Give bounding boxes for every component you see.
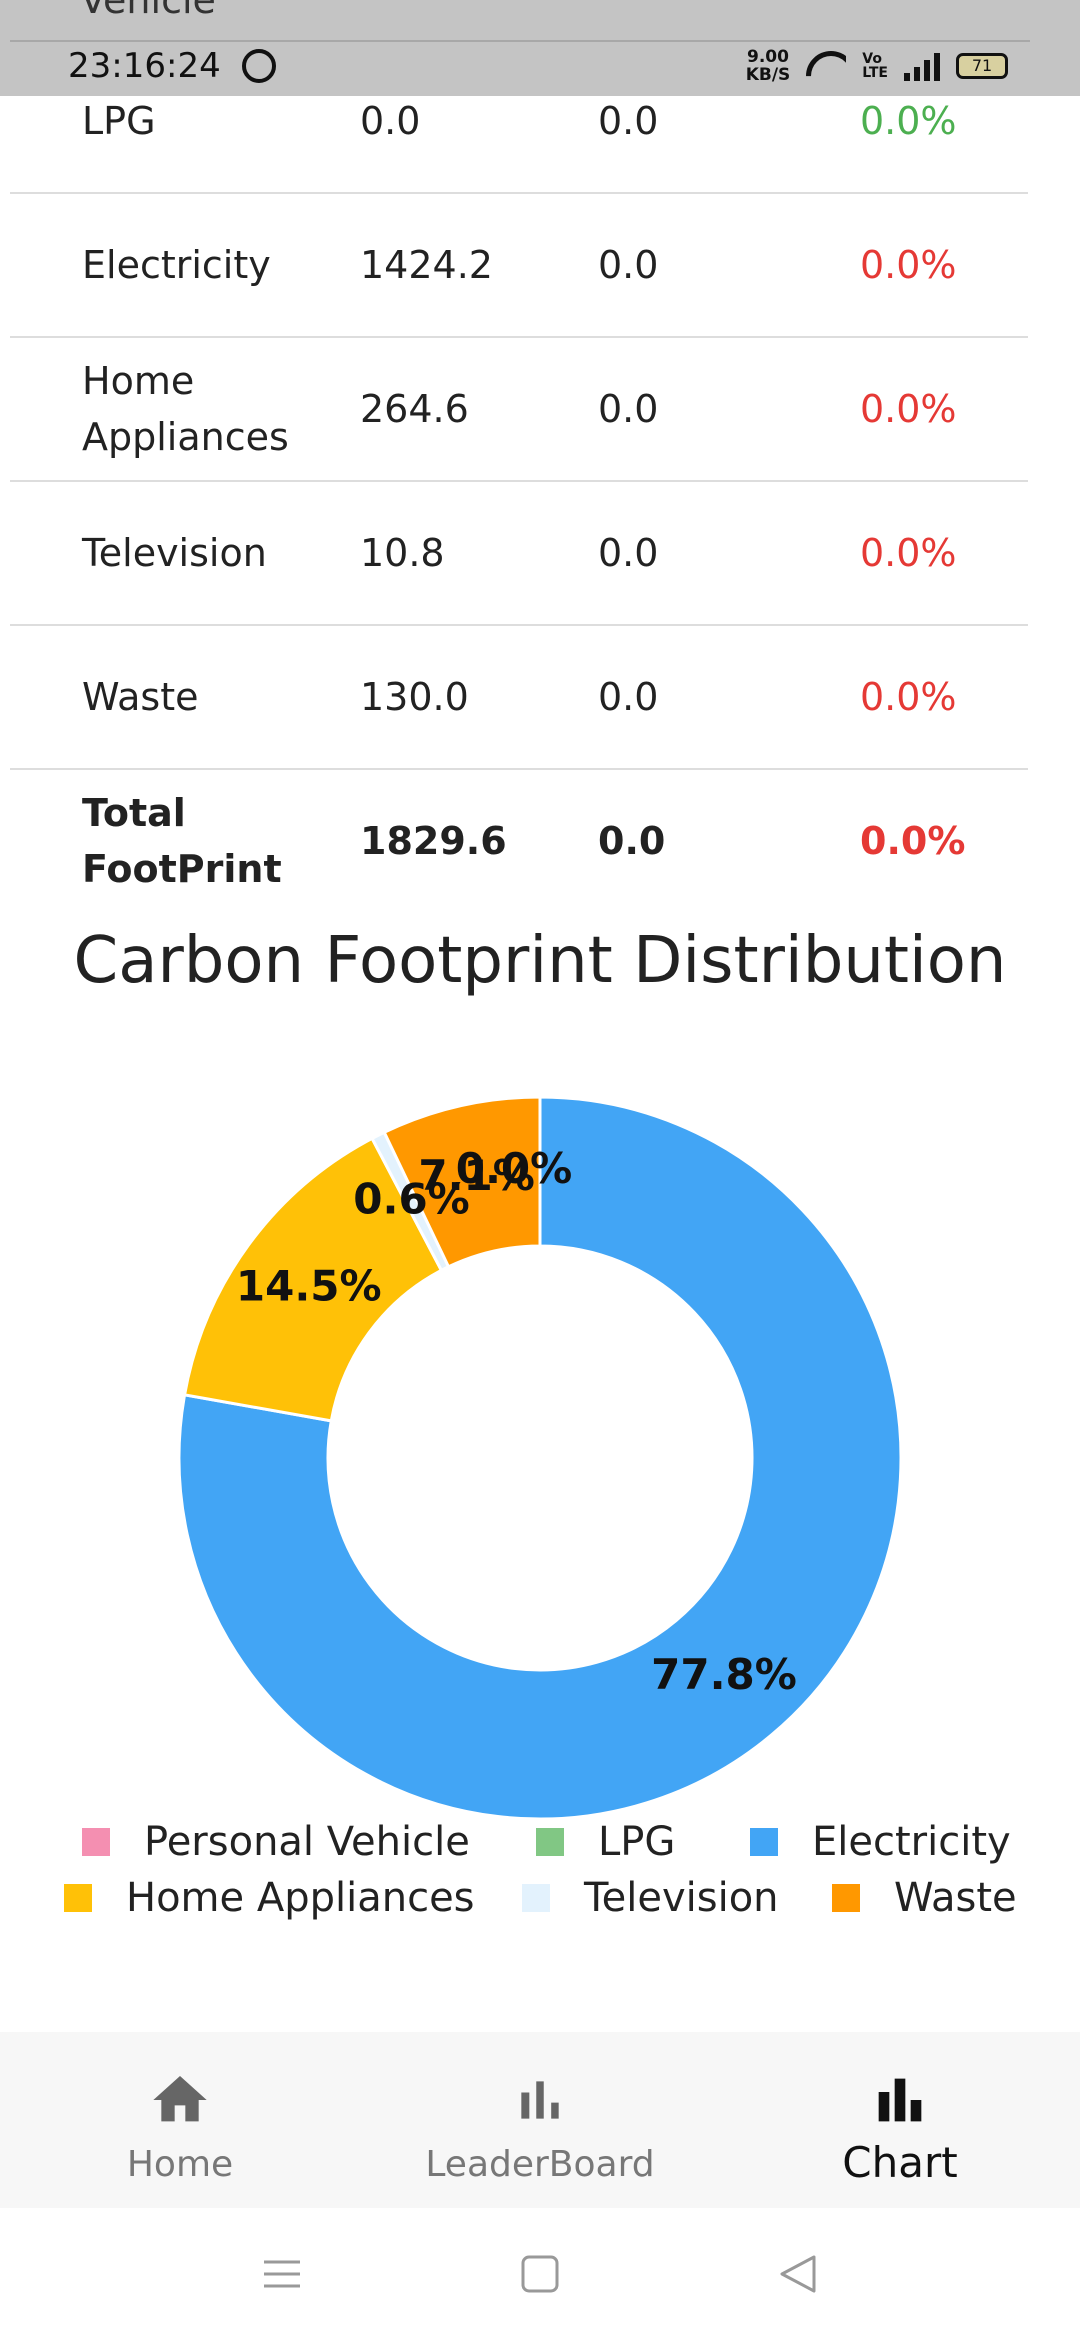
row-change: 0.0 (598, 243, 659, 287)
row-change: 0.0 (598, 675, 659, 719)
table-row: Home Appliances 264.6 0.0 0.0% (10, 338, 1028, 482)
legend-label: Home Appliances (126, 1875, 475, 1921)
table-row: Television 10.8 0.0 0.0% (10, 482, 1028, 626)
row-category: LPG (82, 99, 156, 143)
nav-chart-label: Chart (842, 2138, 958, 2187)
network-speed-unit: KB/S (745, 65, 791, 85)
donut-slice-waste (382, 1095, 542, 1269)
legend-swatch (522, 1884, 550, 1912)
legend-label: Television (584, 1875, 779, 1921)
legend-item: Personal Vehicle (82, 1814, 470, 1870)
row-category: Home Appliances (82, 359, 289, 459)
volte-bottom: LTE (862, 65, 888, 81)
chart-title: Carbon Footprint Distribution (73, 924, 1007, 998)
system-navigation (0, 2208, 1080, 2340)
row-change: 0.0 (598, 387, 659, 431)
chart-icon (878, 2078, 922, 2122)
legend-label: Electricity (812, 1819, 1011, 1865)
donut-label: 14.5% (236, 1261, 382, 1310)
menu-icon[interactable] (260, 2252, 304, 2296)
table-total-row: Total FootPrint 1829.6 0.0 0.0% (10, 770, 1028, 914)
total-percent: 0.0% (860, 819, 966, 863)
leaderboard-icon (521, 2081, 559, 2119)
nav-home-label: Home (126, 2144, 234, 2185)
battery-icon: 71 (956, 53, 1008, 79)
row-change: 0.0 (598, 531, 659, 575)
legend-swatch (82, 1828, 110, 1856)
volte-top: Vo (862, 51, 882, 67)
legend-label: Personal Vehicle (144, 1819, 470, 1865)
nav-leaderboard[interactable]: LeaderBoard (360, 2032, 720, 2208)
donut-label: 0.0% (456, 1144, 572, 1193)
row-footprint: 0.0 (360, 99, 421, 143)
row-footprint: 10.8 (360, 531, 445, 575)
nav-leaderboard-label: LeaderBoard (425, 2144, 655, 2185)
network-speed: 9.00 KB/S (746, 48, 791, 84)
legend-item: Waste (832, 1870, 1017, 1926)
row-percent: 0.0% (860, 387, 957, 431)
row-category: Waste (82, 675, 199, 719)
row-footprint: 1424.2 (360, 243, 493, 287)
bottom-navigation: Home LeaderBoard Chart (0, 2032, 1080, 2208)
donut-label: 7.1% (418, 1151, 534, 1200)
home-square-icon[interactable] (518, 2252, 562, 2296)
row-percent: 0.0% (860, 531, 957, 575)
row-footprint: 264.6 (360, 387, 469, 431)
network-speed-value: 9.00 (747, 47, 789, 67)
donut-label: 0.6% (353, 1174, 469, 1223)
row-category: Television (82, 531, 267, 575)
table-row: Waste 130.0 0.0 0.0% (10, 626, 1028, 770)
total-footprint: 1829.6 (360, 819, 507, 863)
status-bar: Vehicle 23:16:24 9.00 KB/S Vo LTE 71 (0, 0, 1080, 96)
donut-label: 77.8% (651, 1650, 797, 1699)
donut-slice-home-appliances (182, 1136, 444, 1423)
signal-icon (904, 51, 940, 81)
row-percent: 0.0% (860, 675, 957, 719)
legend-label: Waste (894, 1875, 1017, 1921)
nav-chart[interactable]: Chart (720, 2032, 1080, 2208)
volte-icon: Vo LTE (862, 52, 888, 80)
legend-item: Television (522, 1870, 779, 1926)
legend-item: Electricity (750, 1814, 1011, 1870)
total-category: Total FootPrint (82, 791, 282, 891)
status-time: 23:16:24 (68, 46, 221, 86)
legend-swatch (64, 1884, 92, 1912)
scrolled-header-text: Vehicle (80, 0, 216, 22)
nav-home[interactable]: Home (0, 2032, 360, 2208)
legend-label: LPG (598, 1819, 676, 1865)
legend-swatch (536, 1828, 564, 1856)
row-footprint: 130.0 (360, 675, 469, 719)
row-change: 0.0 (598, 99, 659, 143)
total-change: 0.0 (598, 819, 666, 863)
whatsapp-icon (242, 49, 276, 83)
row-category: Electricity (82, 243, 271, 287)
row-percent: 0.0% (860, 99, 957, 143)
legend-swatch (832, 1884, 860, 1912)
legend-item: LPG (536, 1814, 675, 1870)
divider (10, 40, 1030, 42)
table-row: Electricity 1424.2 0.0 0.0% (10, 194, 1028, 338)
home-icon (153, 2076, 207, 2122)
donut-slice-electricity (177, 1095, 903, 1821)
legend-swatch (750, 1828, 778, 1856)
legend-item: Home Appliances (64, 1870, 475, 1926)
row-percent: 0.0% (860, 243, 957, 287)
chart-legend: Personal Vehicle LPG Electricity Home Ap… (0, 1814, 1080, 1934)
back-triangle-icon[interactable] (776, 2252, 820, 2296)
status-icons: 9.00 KB/S Vo LTE 71 (746, 44, 1008, 88)
table-row: LPG 0.0 0.0 0.0% (10, 50, 1028, 194)
donut-chart: 0.0% 77.8% 14.5% 0.6%7.1% (177, 1095, 903, 1821)
